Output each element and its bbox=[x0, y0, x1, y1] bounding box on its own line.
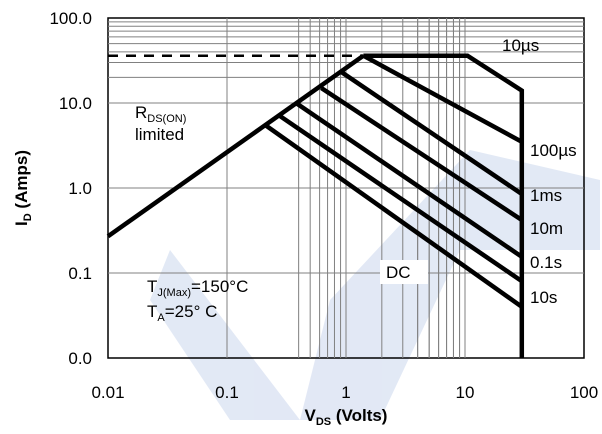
dc-label-box bbox=[380, 260, 428, 284]
label-100us: 100µs bbox=[530, 141, 577, 160]
tick-labels: 0.01 0.1 1 10 100 0.0 0.1 1.0 10.0 100.0 bbox=[49, 9, 598, 402]
x-tick-label: 0.1 bbox=[215, 383, 239, 402]
x-tick-label: 100 bbox=[570, 383, 598, 402]
x-tick-label: 1 bbox=[341, 383, 350, 402]
x-tick-label: 10 bbox=[456, 383, 475, 402]
curves bbox=[106, 53, 525, 358]
y-tick-label: 100.0 bbox=[49, 9, 92, 28]
soa-curve-dc bbox=[278, 114, 524, 284]
dc-label: DC bbox=[386, 263, 411, 282]
soa-curve-10m bbox=[320, 86, 524, 222]
rds-annotation: RDS(ON) bbox=[135, 103, 186, 125]
watermark-logo bbox=[150, 150, 600, 420]
soa-curve-100s bbox=[362, 53, 523, 144]
y-tick-label: 0.1 bbox=[68, 264, 92, 283]
label-10m: 10m bbox=[530, 219, 563, 238]
y-axis-title: ID (Amps) bbox=[12, 150, 34, 226]
label-10us: 10µs bbox=[502, 36, 539, 55]
label-1ms: 1ms bbox=[530, 186, 562, 205]
label-0-1s: 0.1s bbox=[530, 253, 562, 272]
label-10s: 10s bbox=[530, 288, 557, 307]
x-tick-label: 0.01 bbox=[91, 383, 124, 402]
soa-curve-10s bbox=[263, 123, 524, 309]
y-tick-label: 10.0 bbox=[59, 94, 92, 113]
soa-curve-1ms bbox=[340, 70, 524, 196]
ta-annotation: TA=25° C bbox=[147, 302, 217, 324]
grid bbox=[108, 18, 584, 358]
tj-annotation: TJ(Max)=150°C bbox=[147, 277, 248, 299]
y-tick-label: 0.0 bbox=[68, 349, 92, 368]
y-tick-label: 1.0 bbox=[68, 179, 92, 198]
rds-limit-line bbox=[106, 53, 365, 239]
rds-annotation-line2: limited bbox=[135, 125, 184, 144]
soa-curve-10s bbox=[363, 53, 525, 358]
x-axis-title: VDS (Volts) bbox=[305, 406, 388, 428]
soa-curve-01s bbox=[294, 101, 524, 259]
